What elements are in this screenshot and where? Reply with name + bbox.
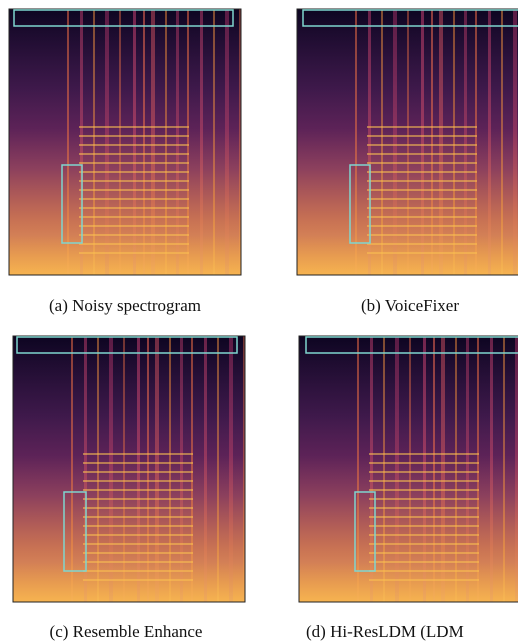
highlight-box [63, 491, 87, 572]
spectrogram [8, 8, 242, 276]
highlight-box [354, 491, 376, 572]
caption: (a) Noisy spectrogram [49, 296, 201, 315]
spectrogram [298, 335, 518, 603]
highlight-box [302, 9, 518, 27]
highlight-box [349, 164, 371, 244]
highlight-box [305, 336, 518, 354]
spectrogram [296, 8, 518, 276]
highlight-box [61, 164, 83, 244]
panel-d: (d) Hi-ResLDM (LDM [298, 335, 518, 641]
spectrogram [12, 335, 246, 603]
panel-c: (c) Resemble Enhance [12, 335, 246, 641]
caption: (d) Hi-ResLDM (LDM [306, 622, 464, 641]
caption: (c) Resemble Enhance [50, 622, 203, 641]
panel-b: (b) VoiceFixer [296, 8, 518, 315]
panel-a: (a) Noisy spectrogram [8, 8, 242, 315]
caption: (b) VoiceFixer [361, 296, 459, 315]
highlight-box [13, 9, 234, 27]
highlight-box [16, 336, 238, 354]
